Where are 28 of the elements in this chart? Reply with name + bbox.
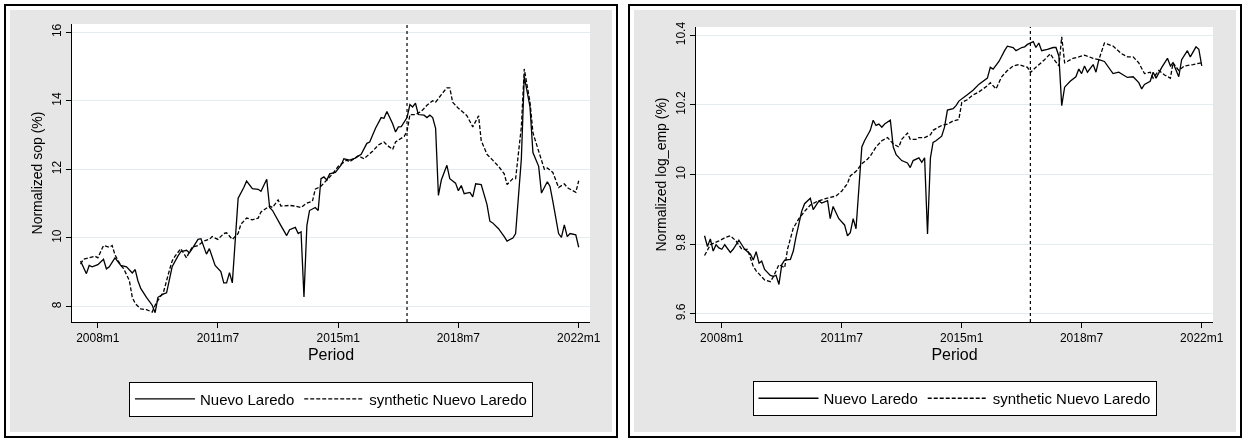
y-tick-label: 9.6 xyxy=(674,303,689,321)
y-tick-label: 9.8 xyxy=(674,233,689,251)
x-axis-title: Period xyxy=(931,346,978,364)
x-tick-label: 2008m1 xyxy=(76,331,120,346)
x-tick-label: 2022m1 xyxy=(557,331,601,346)
x-tick-label: 2015m1 xyxy=(316,331,361,346)
y-tick-label: 10 xyxy=(50,229,65,243)
legend-label: synthetic Nuevo Laredo xyxy=(992,390,1151,408)
y-tick-label: 16 xyxy=(50,23,65,38)
x-tick-label: 2018m7 xyxy=(1059,331,1104,346)
y-axis-title: Normalized sop (%) xyxy=(28,111,45,235)
legend-label: Nuevo Laredo xyxy=(823,390,918,408)
x-axis-title: Period xyxy=(307,346,355,364)
y-tick-label: 10 xyxy=(674,165,689,180)
legend-label: Nuevo Laredo xyxy=(200,390,295,408)
y-tick-label: 12 xyxy=(50,160,65,175)
y-tick-label: 14 xyxy=(50,92,65,106)
x-tick-label: 2011m7 xyxy=(196,331,240,346)
x-tick-label: 2008m1 xyxy=(700,331,744,346)
x-tick-label: 2015m1 xyxy=(940,331,984,346)
y-axis-title: Normalized log_emp (%) xyxy=(652,97,669,252)
y-tick-label: 10.2 xyxy=(674,91,689,115)
x-tick-label: 2018m7 xyxy=(436,331,481,346)
x-tick-label: 2011m7 xyxy=(820,331,864,346)
x-tick-label: 2022m1 xyxy=(1180,331,1224,346)
y-tick-label: 10.4 xyxy=(674,21,689,46)
y-tick-label: 8 xyxy=(50,301,65,309)
legend-label: synthetic Nuevo Laredo xyxy=(369,390,527,408)
